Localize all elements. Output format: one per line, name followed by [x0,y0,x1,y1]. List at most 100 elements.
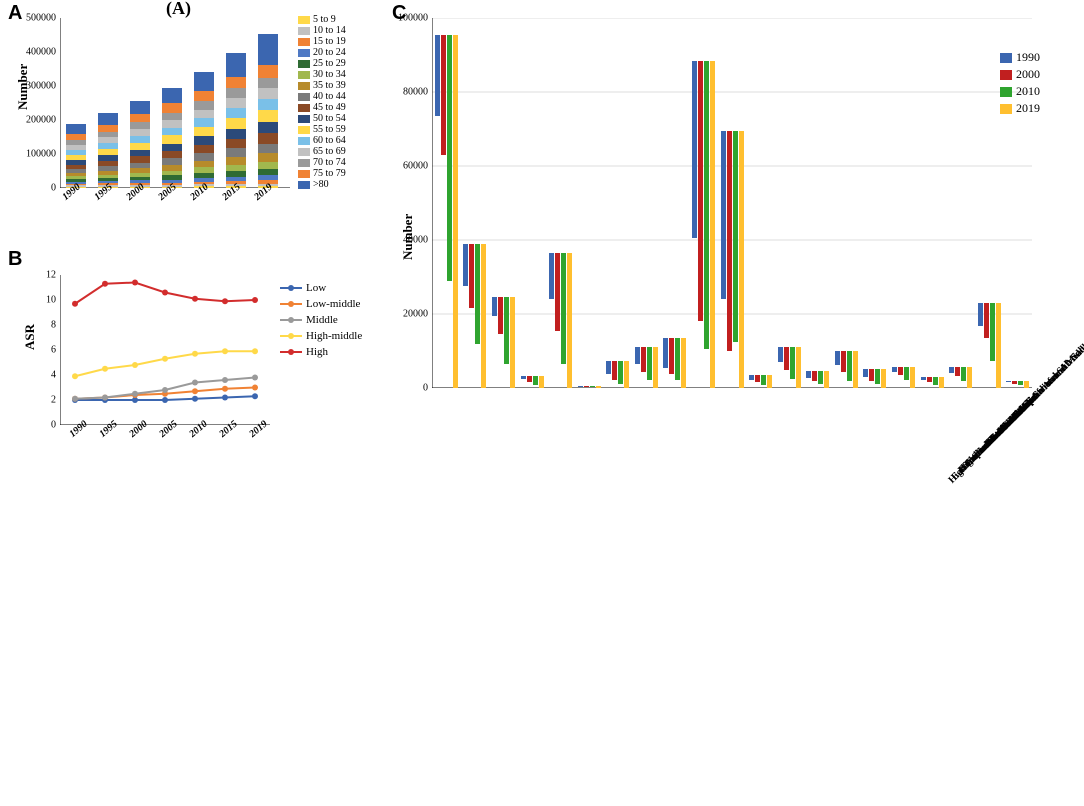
legend-line [280,319,302,321]
panel-c-bar [904,367,909,380]
panel-c-bar [481,244,486,388]
legend-item: Low [280,280,362,296]
panel-a-segment [194,91,214,102]
panel-a-segment [258,122,278,133]
panel-c-ytick: 100000 [398,13,432,24]
panel-a-plot: 0100000200000300000400000500000199019952… [60,18,290,188]
panel-c-bar [853,351,858,388]
panel-c-bar [612,361,617,380]
legend-swatch [1000,104,1012,114]
panel-c-bar [1006,381,1011,383]
legend-item: High-middle [280,328,362,344]
panel-a-segment [226,139,246,149]
panel-a-segment [226,118,246,129]
legend-swatch [298,181,310,189]
panel-a-ytick: 300000 [26,81,60,92]
panel-c-bar [469,244,474,309]
panel-a-bar [258,34,278,188]
panel-b-svg [60,275,270,425]
panel-a-segment [162,103,182,112]
panel-c-bar [527,376,532,382]
panel-a-segment [162,113,182,120]
panel-a-segment [130,136,150,143]
panel-c-bar [1024,381,1029,388]
panel-a-bar [162,88,182,188]
panel-a-segment [258,78,278,89]
panel-a-segment [194,145,214,153]
panel-c-bar [498,297,503,334]
panel-b-ytick: 10 [46,295,60,306]
panel-c-bar [755,375,760,382]
panel-c-bar [510,297,515,388]
panel-a-segment [226,77,246,89]
legend-line [280,351,302,353]
panel-c-bar [733,131,738,342]
panel-c-bar [504,297,509,364]
panel-c-bar [875,369,880,385]
panel-a-ytick: 500000 [26,13,60,24]
panel-a-ytick: 400000 [26,47,60,58]
panel-b-ylabel: ASR [22,324,38,350]
panel-c-bar [818,371,823,384]
legend-swatch [298,71,310,79]
legend-swatch [298,148,310,156]
panel-c-group [492,297,515,388]
panel-c-group [978,303,1001,388]
panel-b-ytick: 12 [46,270,60,281]
panel-c-group [749,375,772,388]
panel-c-bar [453,35,458,388]
panel-a-segment [194,136,214,145]
legend-text: Middle [306,312,338,328]
panel-a-segment [258,88,278,99]
panel-c-bar [955,367,960,377]
panel-c-bar [967,367,972,388]
panel-c-bar [635,347,640,364]
legend-swatch [298,170,310,178]
panel-c-bar [698,61,703,322]
legend-text: Low-middle [306,296,360,312]
panel-a-segment [226,148,246,157]
legend-swatch [1000,87,1012,97]
panel-c-group [892,367,915,388]
panel-b-plot: 0246810121990199520002005201020152019 [60,275,270,425]
legend-item: Middle [280,312,362,328]
panel-c-bar [475,244,480,344]
panel-c-bar [653,347,658,388]
legend-swatch [1000,53,1012,63]
panel-a-segment [194,101,214,109]
legend-swatch [1000,70,1012,80]
panel-a-segment [194,153,214,160]
panel-a-segment [162,135,182,143]
panel-a-bar [226,53,246,188]
panel-c-group [435,35,458,388]
panel-c-group [721,131,744,388]
legend-swatch [298,27,310,35]
panel-a-segment [258,110,278,122]
panel-a-segment [258,144,278,154]
panel-c-bar [939,377,944,388]
panel-c-bar [796,347,801,388]
panel-b-ytick: 0 [51,420,60,431]
panel-c-bar [521,376,526,379]
panel-a-segment [258,65,278,78]
panel-a-segment [162,151,182,158]
panel-a-segment [226,108,246,118]
panel-c-group [521,376,544,388]
panel-c-bar [727,131,732,351]
panel-c-bar [847,351,852,381]
panel-c-bar [675,338,680,379]
panel-a-segment [98,113,118,125]
panel-c-bar [663,338,668,368]
panel-c-bar [721,131,726,299]
panel-c-bar [692,61,697,239]
panel-c-bar [539,376,544,388]
panel-c-bar [463,244,468,287]
legend-swatch [298,159,310,167]
panel-c-ytick: 80000 [403,87,432,98]
panel-a-segment [226,165,246,172]
panel-c-bar [681,338,686,388]
panel-c-group [949,367,972,388]
panel-c-bar [1018,381,1023,386]
panel-a-segment [258,99,278,110]
figure-root: A (A) B C Number ASR Number 010000020000… [0,0,1084,542]
